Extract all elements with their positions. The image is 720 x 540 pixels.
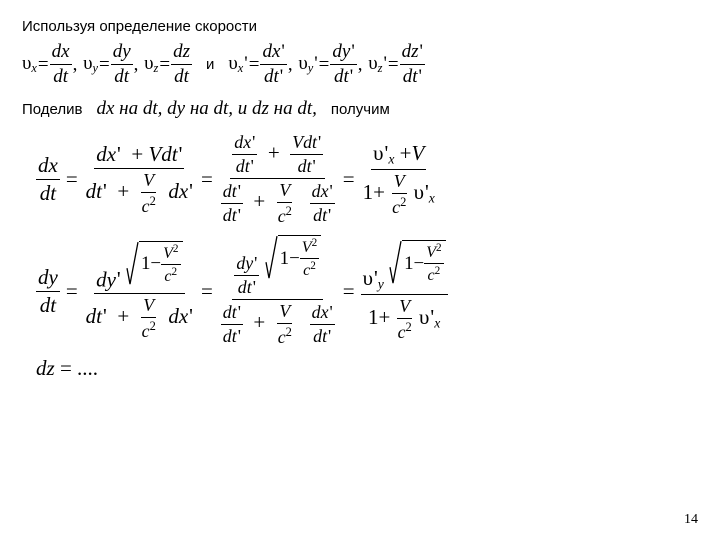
eq-dz: dz = .... <box>36 356 698 381</box>
eq-sign: = <box>38 54 49 76</box>
poluchim-label: получим <box>331 101 390 118</box>
podeliv-label: Поделив <box>22 101 83 118</box>
eq-dy-dt: dy dt = dy' 1− V2 c2 dt' + V c2 <box>36 235 698 348</box>
velocity-definitions-row: υx = dx dt , υy = dy dt , υz = dz dt и υ… <box>22 41 698 88</box>
intro-text: Используя определение скорости <box>22 18 698 35</box>
eq-dx-dt: dx dt = dx' + Vdt' dt' + V c2 dx' = dx' … <box>36 132 698 227</box>
velocity-defs-unprimed: υx = dx dt , υy = dy dt , υz = dz dt <box>22 41 192 88</box>
page-number: 14 <box>684 512 698 528</box>
velocity-defs-primed: υx' = dx' dt' , υy' = dy' dt' , υz' = dz… <box>228 41 425 88</box>
division-list: dx на dt, dy на dt, и dz на dt, <box>97 98 317 120</box>
and-label: и <box>206 56 214 73</box>
upsilon-x: υx <box>22 53 37 76</box>
dividing-line: Поделив dx на dt, dy на dt, и dz на dt, … <box>22 98 698 120</box>
